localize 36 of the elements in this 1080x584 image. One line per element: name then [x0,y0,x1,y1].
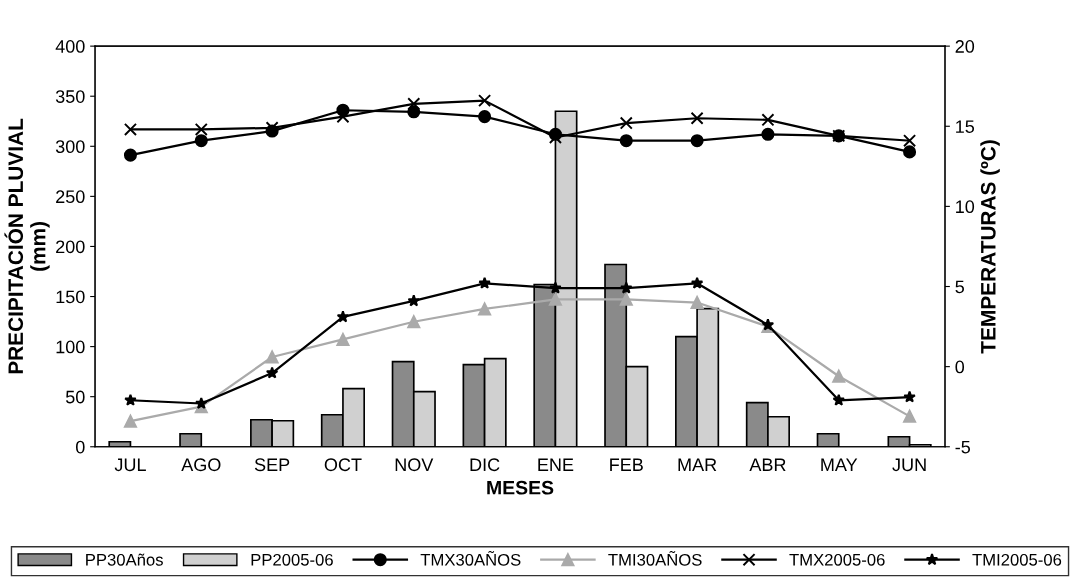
legend-label: PP2005-06 [251,553,333,566]
x-tick-label: FEB [610,458,643,471]
y2-tick-label: 15 [956,120,975,133]
y2-axis-title: TEMPERATURAS (ºC) [980,140,1000,354]
y-tick-label: 0 [75,440,85,454]
y2-tick-label: -5 [955,440,971,454]
y-axis-title: PRECIPITACIÓN PLUVIAL (mm) [4,118,50,374]
y-tick-label: 400 [55,40,85,53]
legend-label: TMI30AÑOS [608,550,702,566]
y-tick-label: 300 [55,140,85,154]
legend-label: TMX2005-06 [789,553,885,566]
y2-tick-label: 0 [955,360,965,374]
x-tick-label: SEP [254,458,290,472]
legend-label: PP30Años [86,553,163,566]
y-tick-label: 100 [56,340,85,354]
x-tick-label: ENE [538,458,574,471]
y2-tick-label: 10 [956,200,975,214]
x-tick-label: OCT [324,458,362,472]
y-tick-label: 50 [65,390,85,404]
x-tick-label: MAR [678,458,717,471]
y-tick-label: 350 [55,90,85,103]
y-tick-label: 200 [56,240,85,254]
x-tick-label: DIC [470,458,500,472]
y2-tick-label: 20 [955,40,975,53]
y2-tick-label: 5 [955,280,965,294]
x-tick-label: AGO [181,458,221,472]
legend-label: TMI2005-06 [972,553,1062,566]
x-axis-title: MESES [487,480,554,495]
legend-label: TMX30AÑOS [420,550,521,566]
x-tick-label: NOV [395,458,434,472]
x-tick-label: JUN [892,458,926,472]
x-tick-label: JUL [114,458,146,472]
y-tick-label: 250 [56,190,85,204]
y-tick-label: 150 [56,290,85,304]
x-tick-label: ABR [749,458,786,471]
x-tick-label: MAY [821,458,858,471]
